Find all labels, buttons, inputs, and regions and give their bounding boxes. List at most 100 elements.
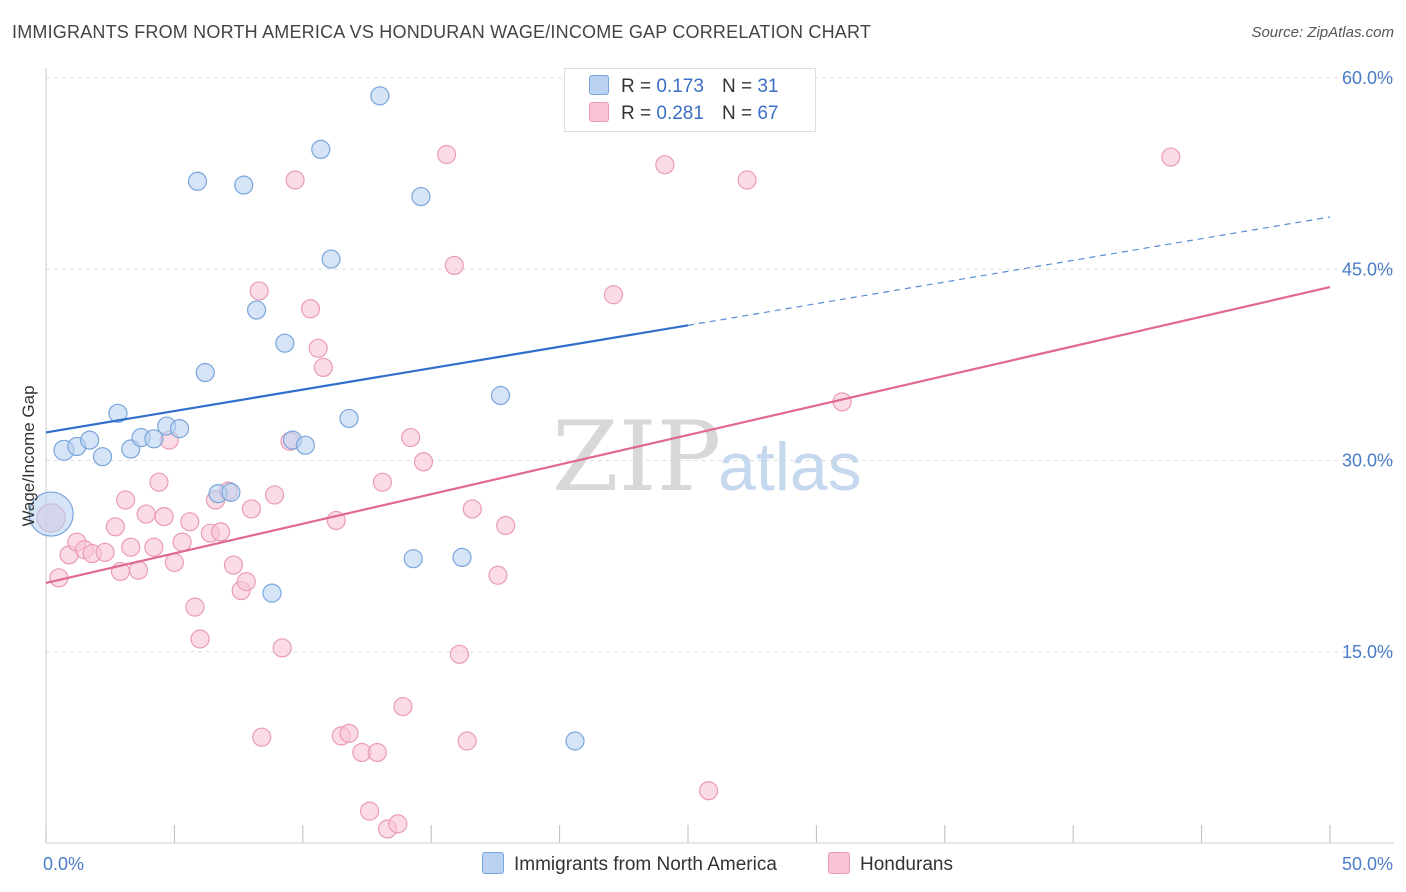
point-north-america-25 (403, 549, 423, 569)
source-label: Source: ZipAtlas.com (1251, 24, 1394, 41)
chart-title: IMMIGRANTS FROM NORTH AMERICA VS HONDURA… (12, 22, 872, 42)
legend-n-value-1: 31 (757, 76, 779, 97)
point-hondurans-29 (241, 499, 262, 519)
point-hondurans-15 (154, 506, 174, 527)
point-hondurans-54 (457, 731, 477, 751)
trend-lines (45, 216, 1331, 584)
watermark-zip: ZIP (552, 401, 721, 513)
point-north-america-16 (246, 300, 267, 320)
point-hondurans-28 (236, 572, 256, 592)
point-hondurans-21 (190, 629, 210, 649)
point-north-america-12 (195, 362, 215, 383)
point-north-america-17 (262, 583, 282, 603)
point-north-america-27 (452, 547, 472, 568)
point-hondurans-32 (264, 485, 285, 505)
point-hondurans-63 (1161, 147, 1181, 167)
point-hondurans-30 (249, 281, 269, 301)
point-hondurans-17 (164, 552, 184, 573)
legend-r-value-2: 0.281 (656, 103, 704, 124)
x-tick-label-max: 50.0% (1342, 854, 1393, 874)
y-axis-label: Wage/Income Gap (19, 385, 38, 526)
legend-n-label-1: N = (721, 76, 753, 97)
legend-r-value-1: 0.173 (656, 76, 704, 97)
watermark: ZIP atlas (552, 401, 862, 513)
point-hondurans-49 (401, 427, 421, 448)
point-hondurans-57 (496, 515, 516, 536)
point-hondurans-41 (339, 723, 359, 743)
y-tick-label-0: 15.0% (1342, 642, 1393, 662)
point-north-america-29 (565, 731, 585, 751)
point-hondurans-44 (367, 742, 387, 763)
point-hondurans-55 (462, 499, 482, 519)
point-hondurans-47 (388, 814, 408, 834)
point-hondurans-18 (172, 532, 192, 552)
bottom-legend-north-america: Immigrants from North America (482, 852, 777, 876)
point-north-america-0 (28, 491, 74, 537)
point-hondurans-14 (149, 472, 169, 492)
trend-line-hondurans (45, 286, 1331, 584)
axes (45, 68, 1394, 844)
trend-line-north-america (45, 324, 689, 434)
point-hondurans-53 (449, 644, 470, 664)
point-hondurans-48 (393, 696, 413, 717)
point-hondurans-37 (308, 338, 328, 358)
tick-labels: 15.0% 30.0% 45.0% 60.0% 0.0% 50.0% (43, 68, 1393, 874)
point-north-america-18 (275, 333, 295, 353)
point-hondurans-38 (313, 357, 333, 378)
x-tick-label-min: 0.0% (43, 854, 84, 874)
point-hondurans-56 (488, 565, 508, 585)
y-tick-label-3: 60.0% (1342, 68, 1393, 88)
point-hondurans-20 (185, 597, 205, 617)
bottom-legend-label-1: Immigrants from North America (514, 854, 777, 875)
point-hondurans-35 (285, 170, 305, 190)
point-hondurans-58 (603, 285, 624, 305)
point-north-america-21 (311, 139, 331, 159)
point-hondurans-7 (105, 517, 125, 537)
point-hondurans-60 (698, 781, 719, 801)
point-north-america-24 (370, 86, 390, 106)
point-hondurans-43 (359, 801, 380, 821)
correlation-legend: R = 0.173 N = 31 R = 0.281 N = 67 (564, 68, 816, 132)
point-north-america-20 (295, 435, 315, 455)
point-north-america-26 (411, 186, 431, 207)
point-hondurans-50 (413, 452, 434, 472)
watermark-atlas: atlas (718, 429, 862, 505)
y-tick-label-1: 30.0% (1342, 451, 1393, 471)
point-hondurans-51 (437, 144, 457, 165)
legend-r-label-1: R = (621, 76, 652, 97)
point-north-america-8 (144, 429, 164, 449)
legend-n-label-2: N = (721, 103, 753, 124)
point-hondurans-19 (180, 512, 200, 532)
bottom-legend-hondurans: Hondurans (828, 852, 953, 876)
point-hondurans-9 (116, 490, 136, 510)
legend-row-north-america: R = 0.173 N = 31 (589, 75, 778, 99)
legend-row-hondurans: R = 0.281 N = 67 (589, 102, 778, 126)
point-hondurans-52 (444, 255, 464, 276)
point-north-america-23 (339, 408, 359, 429)
point-north-america-10 (169, 419, 190, 439)
point-hondurans-33 (272, 638, 292, 658)
point-hondurans-13 (144, 537, 164, 557)
point-north-america-14 (221, 482, 241, 502)
legend-swatch-blue (589, 75, 609, 95)
bottom-legend-label-2: Hondurans (860, 854, 953, 875)
point-north-america-5 (108, 403, 128, 423)
point-hondurans-6 (95, 542, 115, 562)
grid-lines (46, 77, 1394, 653)
point-hondurans-45 (372, 472, 393, 492)
y-tick-label-2: 45.0% (1342, 259, 1393, 279)
point-north-america-28 (490, 385, 511, 406)
point-hondurans-10 (121, 537, 141, 557)
point-hondurans-24 (211, 522, 231, 542)
point-hondurans-31 (252, 727, 272, 747)
point-hondurans-59 (655, 155, 675, 175)
trend-extension-north-america (687, 216, 1331, 326)
point-hondurans-61 (737, 170, 757, 190)
series-north-america-points (28, 86, 585, 751)
bottom-legend-swatch-blue (482, 852, 504, 874)
point-hondurans-12 (136, 504, 156, 524)
legend-n-value-2: 67 (757, 103, 779, 124)
point-north-america-3 (80, 430, 100, 450)
point-hondurans-36 (300, 299, 321, 319)
